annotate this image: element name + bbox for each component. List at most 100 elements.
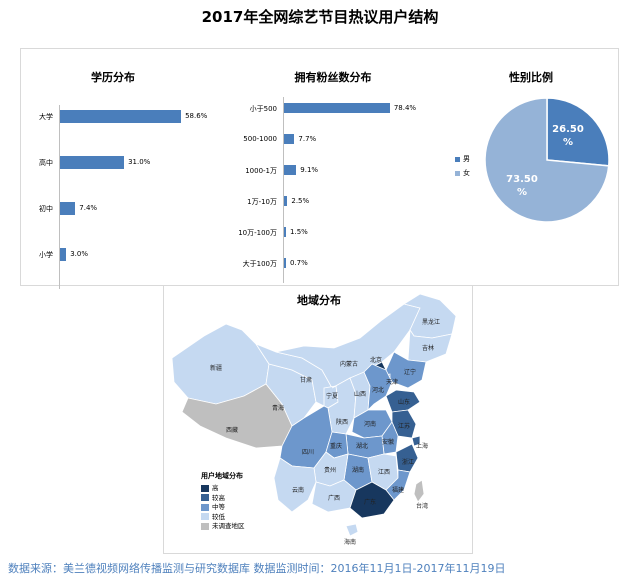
pie-label-male: 26.50% — [548, 123, 588, 149]
education-axis — [59, 105, 60, 289]
education-value-label: 31.0% — [128, 158, 151, 166]
education-bar — [60, 247, 67, 261]
education-category-label: 大学 — [39, 113, 53, 121]
map-legend-item: 较高 — [201, 492, 225, 502]
footer-source: 数据来源：美兰德视频网络传播监测与研究数据库 数据监测时间：2016年11月1日… — [8, 562, 506, 575]
fans-category-label: 大于100万 — [242, 260, 277, 268]
map-region-yunnan — [273, 457, 317, 513]
label-xizang: 西藏 — [226, 426, 238, 434]
map-legend-swatch — [201, 494, 209, 501]
label-zhejiang: 浙江 — [402, 458, 414, 466]
label-hainan: 海南 — [344, 538, 356, 546]
map-legend-label: 中等 — [212, 503, 225, 511]
map-legend-swatch — [201, 503, 209, 511]
label-jiangxi: 江西 — [378, 469, 390, 476]
label-hunan: 湖南 — [352, 466, 364, 474]
label-yunnan: 云南 — [292, 486, 304, 494]
education-chart-title: 学历分布 — [91, 71, 135, 84]
map-legend-label: 未调查地区 — [212, 522, 245, 530]
map-legend-item: 高 — [201, 482, 219, 492]
label-jilin: 吉林 — [422, 344, 434, 352]
label-hebei: 河北 — [372, 386, 384, 394]
fans-category-label: 1万-10万 — [247, 198, 277, 206]
map-legend-label: 高 — [212, 484, 219, 492]
map-legend-swatch — [201, 513, 209, 520]
fans-bar — [284, 134, 295, 144]
label-shanghai: 上海 — [416, 442, 428, 450]
education-value-label: 58.6% — [185, 112, 208, 120]
label-heilongjiang: 黑龙江 — [422, 318, 440, 326]
label-guizhou: 贵州 — [324, 466, 336, 474]
legend-male: 男 — [455, 154, 470, 164]
fans-bar — [284, 196, 288, 206]
pie-label-line: 26.50 — [552, 124, 584, 135]
map-legend-swatch — [201, 484, 209, 492]
legend-male-swatch — [455, 156, 460, 162]
legend-female: 女 — [455, 168, 470, 178]
label-shandong: 山东 — [398, 398, 410, 406]
label-ningxia: 宁夏 — [326, 392, 338, 400]
map-region-taiwan — [413, 479, 425, 503]
education-category-label: 小学 — [39, 251, 53, 259]
label-guangxi: 广西 — [328, 494, 340, 502]
top-charts-panel: 学历分布 大学 58.6% 高中 31.0% 初中 7.4% 小学 3.0% 拥有粉丝数分布 … — [20, 48, 619, 289]
label-qinghai: 青海 — [272, 404, 284, 412]
fans-value-label: 7.7% — [298, 135, 317, 143]
label-shaanxi: 陕西 — [336, 418, 348, 426]
map-legend-item: 中等 — [201, 501, 225, 511]
education-category-label: 初中 — [39, 205, 53, 213]
label-fujian: 福建 — [392, 486, 404, 494]
label-henan: 河南 — [364, 420, 376, 428]
fans-bar — [284, 258, 286, 268]
fans-bar — [284, 103, 390, 113]
fans-category-label: 10万-100万 — [238, 229, 277, 237]
fans-value-label: 78.4% — [393, 104, 417, 112]
education-bar — [60, 201, 76, 215]
map-legend-item: 未调查地区 — [201, 520, 245, 530]
label-taiwan: 台湾 — [416, 502, 428, 510]
fans-value-label: 9.1% — [300, 166, 319, 174]
china-map: 黑龙江 吉林 辽宁 内蒙古 北京 天津 河北 山西 山东 宁夏 甘肃 新疆 青海… — [171, 293, 457, 546]
label-guangdong: 广东 — [364, 498, 376, 506]
label-liaoning: 辽宁 — [404, 368, 416, 376]
gender-chart-title: 性别比例 — [509, 71, 553, 84]
legend-male-label: 男 — [463, 155, 470, 163]
fans-chart-title: 拥有粉丝数分布 — [294, 71, 372, 84]
label-jiangsu: 江苏 — [398, 422, 410, 430]
education-bar — [60, 155, 125, 169]
label-hubei: 湖北 — [356, 442, 368, 450]
fans-axis — [283, 97, 284, 283]
fans-bar — [284, 165, 297, 175]
label-gansu: 甘肃 — [300, 376, 312, 384]
map-legend-label: 较高 — [212, 493, 225, 502]
education-value-label: 7.4% — [79, 204, 98, 212]
label-beijing: 北京 — [370, 356, 382, 364]
map-region-hainan — [345, 523, 359, 537]
pie-label-line: 73.50 — [506, 174, 538, 185]
pie-label-female: 73.50% — [499, 173, 545, 199]
map-legend-swatch — [201, 522, 209, 530]
map-legend-item: 较低 — [201, 511, 225, 521]
label-tianjin: 天津 — [386, 379, 398, 386]
page-title: 2017年全网综艺节目热议用户结构 — [201, 8, 439, 26]
fans-bar — [284, 227, 287, 237]
pie-label-line: % — [516, 187, 528, 198]
pie-label-line: % — [562, 137, 574, 148]
label-sichuan: 四川 — [302, 449, 314, 456]
label-neimenggu: 内蒙古 — [340, 360, 358, 368]
education-value-label: 3.0% — [70, 250, 88, 258]
label-chongqing: 重庆 — [330, 442, 342, 450]
fans-value-label: 0.7% — [290, 259, 308, 267]
legend-female-label: 女 — [463, 169, 470, 177]
label-shanxi: 山西 — [354, 390, 366, 398]
map-legend-title: 用户地域分布 — [201, 472, 243, 480]
gender-pie-chart — [484, 97, 610, 223]
map-title: 地域分布 — [297, 294, 341, 307]
fans-category-label: 小于500 — [249, 105, 277, 113]
map-panel: 地域分布 — [163, 286, 473, 554]
map-legend-label: 较低 — [212, 512, 225, 521]
pie-slice-male — [546, 97, 610, 167]
fans-category-label: 1000-1万 — [245, 167, 277, 175]
map-region-guangdong — [349, 481, 395, 519]
fans-value-label: 1.5% — [290, 228, 308, 236]
